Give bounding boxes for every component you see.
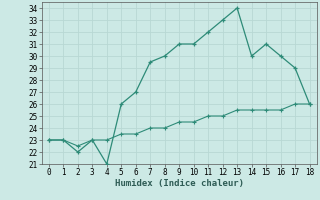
X-axis label: Humidex (Indice chaleur): Humidex (Indice chaleur): [115, 179, 244, 188]
